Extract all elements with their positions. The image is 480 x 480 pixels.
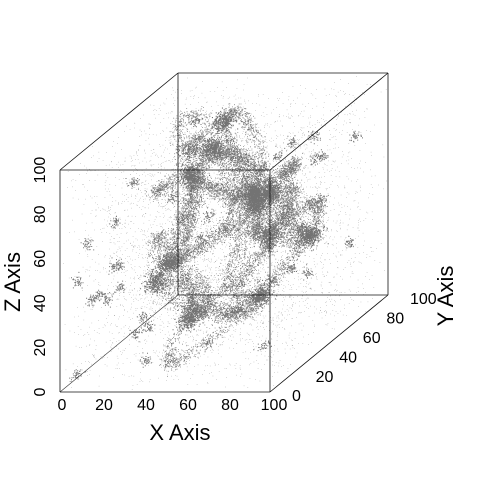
x-tick-label: 80 bbox=[221, 397, 239, 414]
z-tick-label: 40 bbox=[32, 294, 49, 312]
x-tick-label: 0 bbox=[58, 397, 67, 414]
x-tick-label: 40 bbox=[137, 397, 155, 414]
cube-edge-000-010 bbox=[59, 294, 179, 393]
x-tick-label: 20 bbox=[95, 397, 113, 414]
cube-edge-101-111 bbox=[269, 72, 389, 171]
y-tick-label: 60 bbox=[363, 330, 381, 347]
y-tick-label: 0 bbox=[292, 388, 301, 405]
x-tick-label: 60 bbox=[179, 397, 197, 414]
y-tick-label: 20 bbox=[316, 369, 334, 386]
z-tick-label: 100 bbox=[32, 157, 49, 184]
y-tick-label: 80 bbox=[386, 311, 404, 328]
z-tick-label: 20 bbox=[32, 339, 49, 357]
cube-edge-100-110 bbox=[269, 294, 389, 393]
y-tick-label: 100 bbox=[410, 291, 437, 308]
data-points bbox=[63, 76, 387, 391]
z-axis-label: Z Axis bbox=[0, 252, 25, 312]
y-axis-label: Y Axis bbox=[433, 266, 458, 327]
x-axis-label: X Axis bbox=[149, 420, 210, 445]
cube-frame bbox=[59, 72, 389, 393]
z-tick-label: 80 bbox=[32, 205, 49, 223]
z-tick-label: 60 bbox=[32, 250, 49, 268]
x-tick-label: 100 bbox=[261, 397, 288, 414]
z-tick-label: 0 bbox=[32, 387, 49, 396]
point-cloud bbox=[63, 76, 387, 391]
y-tick-label: 40 bbox=[339, 349, 357, 366]
cube-edge-001-011 bbox=[59, 72, 179, 171]
